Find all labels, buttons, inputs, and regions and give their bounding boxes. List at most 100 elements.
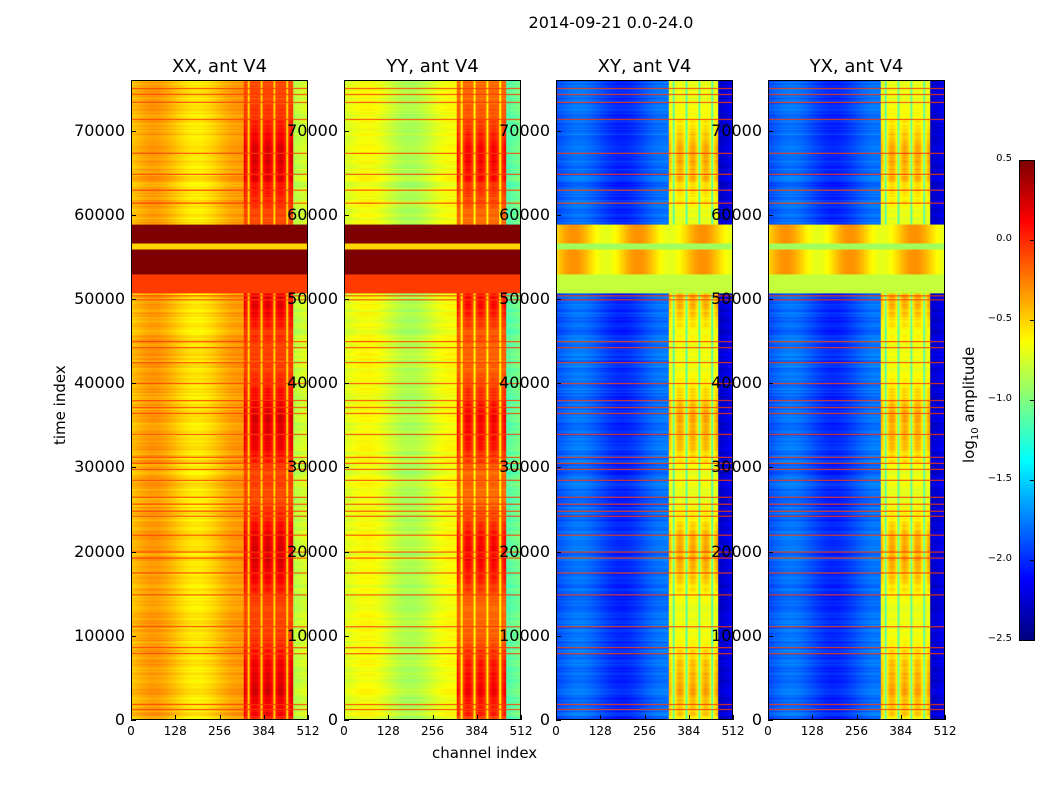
y-tick-mark [131,130,136,132]
heatmap-panel-0 [131,80,308,720]
x-tick-mark [856,715,858,720]
heatmap-panel-2 [556,80,733,720]
y-tick-mark [768,551,773,553]
y-tick-mark [556,214,561,216]
y-tick-label: 50000 [711,288,762,308]
colorbar-tick-mark [1030,240,1035,241]
x-tick-mark [644,715,646,720]
y-tick-mark [344,635,349,637]
y-tick-label: 50000 [287,288,338,308]
heatmap-panel-1 [344,80,521,720]
y-tick-mark [344,467,349,469]
y-tick-mark [768,635,773,637]
y-tick-mark [131,720,136,721]
y-tick-label: 70000 [711,120,762,140]
x-tick-mark [812,715,814,720]
x-tick-label: 384 [465,724,489,738]
colorbar-tick-mark [1030,640,1035,641]
x-axis-label: channel index [432,744,538,762]
x-tick-mark [432,715,434,720]
x-tick-label: 128 [800,724,824,738]
y-tick-label: 70000 [499,120,550,140]
panel-title: XY, ant V4 [597,56,692,77]
y-tick-label: 40000 [711,373,762,393]
y-tick-label: 60000 [499,204,550,224]
y-tick-mark [344,130,349,132]
y-tick-mark [131,635,136,637]
y-tick-mark [131,214,136,216]
y-tick-mark [131,467,136,469]
x-tick-mark [733,715,734,720]
y-tick-mark [344,214,349,216]
x-tick-label: 384 [252,724,276,738]
y-tick-label: 50000 [499,288,550,308]
colorbar-tick-label: −1.0 [987,393,1012,404]
y-tick-label: 40000 [499,373,550,393]
y-tick-mark [131,298,136,300]
y-tick-label: 60000 [287,204,338,224]
y-tick-label: 30000 [499,457,550,477]
colorbar-tick-label: 0.0 [996,233,1012,244]
y-tick-label: 10000 [711,625,762,645]
x-tick-label: 0 [127,724,135,738]
colorbar-tick-label: −2.5 [987,633,1012,644]
y-tick-mark [556,551,561,553]
y-tick-label: 10000 [499,625,550,645]
y-tick-mark [344,298,349,300]
colorbar-tick-mark [1030,400,1035,401]
x-tick-label: 512 [296,724,320,738]
x-tick-mark [600,715,602,720]
x-tick-mark [945,715,946,720]
y-tick-mark [556,467,561,469]
y-tick-label: 30000 [711,457,762,477]
x-tick-mark [131,715,132,720]
y-tick-label: 20000 [74,541,125,561]
x-tick-label: 256 [421,724,444,738]
y-tick-mark [556,720,561,721]
y-tick-label: 20000 [499,541,550,561]
x-tick-mark [175,715,177,720]
y-tick-mark [768,383,773,385]
colorbar-tick-mark [1030,160,1035,161]
colorbar-label: log10 amplitude [960,346,981,463]
y-tick-label: 0 [539,710,550,729]
heatmap-panel-3 [768,80,945,720]
colorbar-tick-label: −2.0 [987,553,1012,564]
colorbar-tick-label: −1.5 [987,473,1012,484]
x-tick-label: 128 [588,724,612,738]
y-tick-label: 70000 [74,120,125,140]
y-tick-mark [768,214,773,216]
x-tick-label: 384 [889,724,913,738]
y-tick-mark [344,720,349,721]
y-tick-mark [768,467,773,469]
colorbar-tick-label: 0.5 [996,153,1012,164]
y-tick-mark [768,298,773,300]
y-tick-mark [556,635,561,637]
colorbar-tick-mark [1030,480,1035,481]
x-tick-mark [556,715,557,720]
y-tick-mark [344,383,349,385]
colorbar-tick-mark [1030,560,1035,561]
x-tick-label: 128 [163,724,187,738]
y-tick-label: 70000 [287,120,338,140]
x-tick-label: 384 [677,724,701,738]
colorbar-tick-label: −0.5 [987,313,1012,324]
x-tick-label: 128 [376,724,400,738]
y-tick-label: 40000 [74,373,125,393]
x-tick-mark [900,715,902,720]
y-tick-label: 30000 [287,457,338,477]
colorbar-tick-mark [1030,320,1035,321]
x-tick-mark [388,715,390,720]
y-tick-label: 0 [327,710,338,729]
x-tick-mark [344,715,345,720]
x-tick-mark [521,715,522,720]
x-tick-label: 256 [208,724,231,738]
x-tick-label: 0 [340,724,348,738]
y-tick-label: 10000 [74,625,125,645]
x-tick-mark [768,715,769,720]
y-tick-label: 60000 [711,204,762,224]
y-tick-mark [131,383,136,385]
x-tick-label: 256 [845,724,868,738]
y-tick-label: 40000 [287,373,338,393]
